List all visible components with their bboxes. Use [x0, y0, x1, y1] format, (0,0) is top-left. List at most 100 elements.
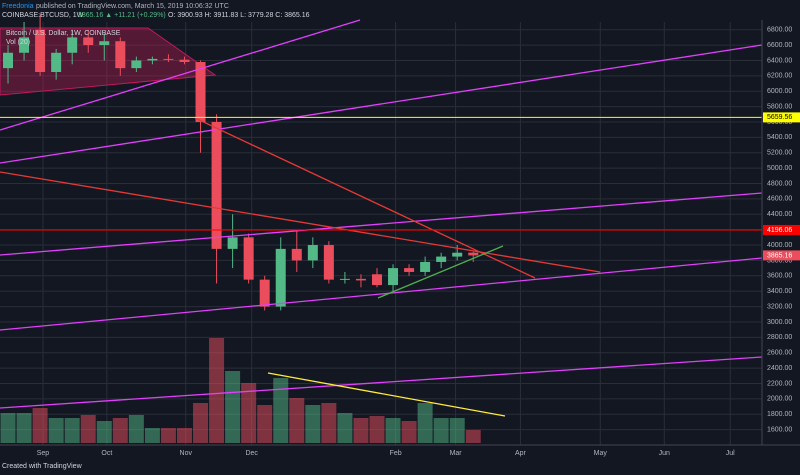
candle-body — [83, 37, 94, 46]
published: published on TradingView.com, March 15, … — [36, 3, 229, 10]
x-tick-label: Apr — [515, 450, 527, 457]
candle-body — [211, 121, 222, 249]
candles — [3, 14, 479, 311]
last-price-tag — [763, 250, 800, 261]
candle-body — [323, 245, 334, 280]
candle-body — [468, 252, 479, 256]
candle-body — [259, 279, 270, 307]
y-tick-label: 3600.00 — [767, 273, 792, 280]
candle-body — [243, 237, 254, 280]
y-tick-label: 3200.00 — [767, 303, 792, 310]
candle-body — [195, 61, 206, 122]
triangle-drawing — [0, 27, 217, 96]
candle-body — [147, 58, 158, 61]
x-tick-label: Jun — [659, 450, 670, 457]
y-tick-label: 4400.00 — [767, 211, 792, 218]
volume-bar — [241, 383, 257, 443]
y-tick-label: 5400.00 — [767, 134, 792, 141]
y-tick-label: 4600.00 — [767, 196, 792, 203]
volume-bar — [449, 418, 465, 443]
y-tick-label: 6200.00 — [767, 73, 792, 80]
candle-body — [163, 58, 174, 60]
x-tick-label: Oct — [101, 450, 112, 457]
volume-bar — [144, 428, 160, 443]
volume-bar — [401, 421, 417, 443]
y-tick-label: 2400.00 — [767, 365, 792, 372]
volume-bar — [128, 415, 144, 443]
y-tick-label: 2000.00 — [767, 396, 792, 403]
price-line-label: 5659.56 — [767, 114, 792, 121]
trend-line — [267, 372, 506, 417]
price-line-tag — [763, 224, 800, 235]
y-tick-label: 3000.00 — [767, 319, 792, 326]
axes: 1600.00 1800.00 2000.00 2200.00 2400.00 2600.… — [37, 27, 800, 457]
volume-bar — [337, 413, 353, 443]
candle-body — [51, 52, 62, 72]
candle-body — [388, 268, 399, 286]
y-tick-label: 6000.00 — [767, 88, 792, 95]
candle-body — [275, 248, 286, 307]
y-tick-label: 6800.00 — [767, 27, 792, 34]
volume-bar — [160, 428, 176, 443]
trend-line — [0, 192, 763, 256]
trend-line — [377, 245, 504, 299]
volume-bar — [176, 428, 192, 443]
footer: Created with TradingView — [2, 463, 83, 470]
volume-bar — [305, 405, 321, 443]
y-tick-label: 4000.00 — [767, 242, 792, 249]
chart-title: Bitcoin / U.S. Dollar, 1W, COINBASE — [6, 30, 121, 37]
candle-body — [131, 60, 142, 69]
volume-bar — [193, 403, 209, 443]
volume-bar — [353, 418, 369, 443]
candle-body — [227, 237, 238, 249]
y-tick-label: 5200.00 — [767, 150, 792, 157]
y-tick-label: 4800.00 — [767, 180, 792, 187]
volume-label: Vol (20) — [6, 39, 30, 46]
drawings — [0, 19, 763, 417]
volume-bar — [289, 398, 305, 443]
volume-bar — [209, 338, 225, 443]
candle-body — [67, 37, 78, 53]
author: Freedonia — [2, 3, 34, 10]
price-line-tag — [763, 112, 800, 123]
candle-body — [436, 256, 447, 262]
candle-body — [291, 248, 302, 261]
x-tick-label: Jul — [726, 450, 735, 457]
x-tick-label: Nov — [180, 450, 193, 457]
y-tick-label: 2200.00 — [767, 380, 792, 387]
volume — [0, 338, 481, 443]
candle-body — [35, 29, 46, 72]
volume-bar — [385, 418, 401, 443]
ohlc: O: 3900.93 H: 3911.83 L: 3779.28 C: 3865… — [168, 12, 310, 19]
candle-body — [3, 52, 14, 69]
x-tick-label: Dec — [245, 450, 258, 457]
volume-bar — [16, 413, 32, 443]
x-tick-label: Feb — [390, 450, 402, 457]
trend-line — [194, 117, 536, 279]
volume-bar — [273, 378, 289, 443]
volume-bar — [433, 418, 449, 443]
candle-body — [99, 41, 110, 46]
symbol: COINBASE:BTCUSD, 1W — [2, 12, 84, 19]
volume-bar — [321, 403, 337, 443]
y-tick-label: 5000.00 — [767, 165, 792, 172]
candle-body — [307, 245, 318, 261]
y-tick-label: 2600.00 — [767, 350, 792, 357]
trend-line — [0, 171, 601, 273]
candle-body — [179, 59, 190, 62]
last-price-label: 3865.16 — [767, 252, 792, 259]
volume-bar — [112, 418, 128, 443]
candle-body — [420, 261, 431, 272]
volume-bar — [96, 421, 112, 443]
x-tick-label: May — [594, 450, 608, 457]
y-tick-label: 1800.00 — [767, 411, 792, 418]
y-tick-label: 3400.00 — [767, 288, 792, 295]
volume-bar — [48, 418, 64, 443]
change: 3865.16 ▲ +11.21 (+0.29%) — [78, 12, 166, 19]
y-tick-label: 1600.00 — [767, 426, 792, 433]
price-lines — [0, 116, 762, 231]
y-tick-label: 2800.00 — [767, 334, 792, 341]
